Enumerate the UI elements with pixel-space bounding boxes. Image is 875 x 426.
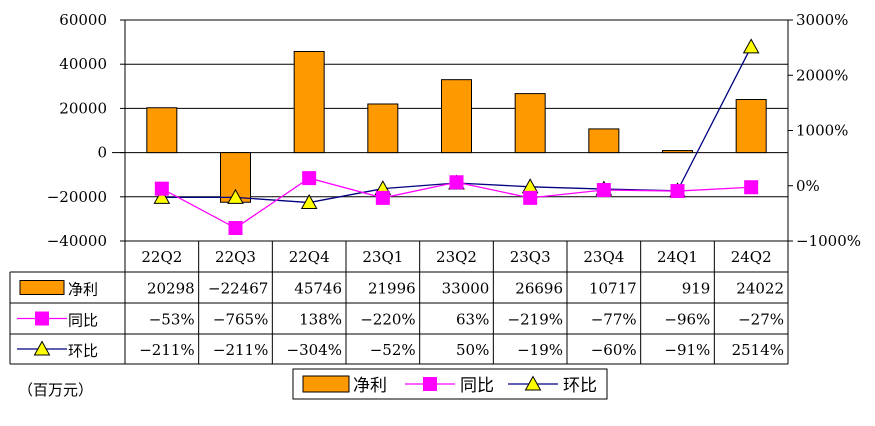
table-cell: −765%: [213, 311, 268, 329]
table-cell: 2514%: [732, 341, 784, 359]
category-label: 23Q2: [436, 248, 477, 266]
table-cell: −211%: [139, 341, 194, 359]
table-cell: 919: [682, 280, 711, 298]
data-point: [742, 38, 760, 54]
row-key-marker: [33, 340, 51, 356]
legend-label: 净利: [353, 376, 387, 396]
right-tick-label: 0%: [796, 177, 820, 195]
bar: [588, 128, 620, 154]
category-label: 22Q3: [215, 248, 256, 266]
legend-swatch: [302, 375, 350, 393]
category-label: 23Q3: [510, 248, 551, 266]
data-point: [670, 184, 685, 199]
legend-label: 环比: [563, 376, 597, 396]
data-point: [744, 180, 759, 195]
table-cell: 21996: [368, 280, 416, 298]
data-point: [375, 190, 390, 205]
category-label: 23Q4: [583, 248, 624, 266]
category-label: 24Q2: [731, 248, 772, 266]
table-cell: 45746: [294, 280, 342, 298]
row-name: 同比: [68, 312, 98, 330]
data-point: [449, 175, 464, 190]
bar: [146, 107, 178, 154]
left-tick-label: −40000: [47, 232, 107, 250]
category-label: 24Q1: [657, 248, 698, 266]
left-tick-label: −20000: [47, 188, 107, 206]
legend-marker: [423, 377, 437, 391]
data-point: [153, 188, 171, 204]
category-label: 22Q2: [141, 248, 182, 266]
bar: [441, 79, 472, 154]
legend-marker: [524, 375, 542, 391]
table-cell: −27%: [738, 311, 784, 329]
legend-label: 同比: [460, 376, 494, 396]
table-cell: 10717: [589, 280, 637, 298]
data-table: 22Q2 22Q3 22Q4 23Q1 23Q2 23Q3 23Q4 24Q1 24Q2 净利 20…: [9, 240, 789, 365]
bar: [293, 51, 325, 154]
table-cell: 138%: [299, 311, 342, 329]
row-name: 环比: [68, 342, 98, 360]
table-cell: 63%: [456, 311, 489, 329]
table-cell: 20298: [147, 280, 195, 298]
bar: [662, 150, 693, 154]
table-cell: −77%: [591, 311, 637, 329]
bar: [735, 99, 767, 154]
data-point: [523, 190, 538, 205]
table-cell: 26696: [515, 280, 563, 298]
data-point: [300, 194, 318, 210]
bar: [367, 103, 399, 154]
data-point: [154, 181, 169, 196]
category-label: 23Q1: [362, 248, 403, 266]
left-tick-label: 0: [97, 144, 107, 162]
line-series: [153, 38, 760, 236]
data-point: [596, 183, 611, 198]
right-tick-label: 1000%: [796, 122, 848, 140]
right-axis: 3000% 2000% 1000% 0% −1000%: [788, 11, 861, 250]
table-cell: −220%: [360, 311, 415, 329]
table-cell: 24022: [736, 280, 784, 298]
legend: 净利 同比 环比: [292, 368, 608, 400]
row-key-marker: [35, 311, 49, 326]
left-axis: 60000 40000 20000 0 −20000 −40000: [47, 11, 125, 250]
table-cell: −211%: [213, 341, 268, 359]
data-point: [227, 188, 244, 204]
table-cell: −22467: [208, 280, 268, 298]
left-tick-label: 60000: [59, 11, 107, 29]
left-tick-label: 40000: [59, 55, 107, 73]
right-tick-label: −1000%: [796, 232, 861, 250]
table-cell: −53%: [149, 311, 195, 329]
table-cell: −60%: [591, 341, 637, 359]
table-cell: −304%: [287, 341, 342, 359]
table-cell: −219%: [508, 311, 563, 329]
table-cell: 50%: [456, 341, 489, 359]
table-cell: 33000: [442, 280, 490, 298]
table-cell: −52%: [370, 341, 416, 359]
left-tick-label: 20000: [59, 99, 107, 117]
table-cell: −91%: [664, 341, 710, 359]
right-tick-label: 2000%: [796, 66, 848, 84]
bar: [514, 93, 546, 154]
category-label: 22Q4: [289, 248, 330, 266]
right-tick-label: 3000%: [796, 11, 848, 29]
unit-label: （百万元）: [18, 381, 93, 399]
table-cell: −19%: [517, 341, 563, 359]
table-cell: −96%: [664, 311, 710, 329]
data-point: [302, 171, 317, 186]
bar-series: [146, 51, 767, 203]
row-name: 净利: [68, 281, 98, 299]
row-key-swatch: [19, 280, 65, 295]
data-point: [228, 221, 243, 236]
